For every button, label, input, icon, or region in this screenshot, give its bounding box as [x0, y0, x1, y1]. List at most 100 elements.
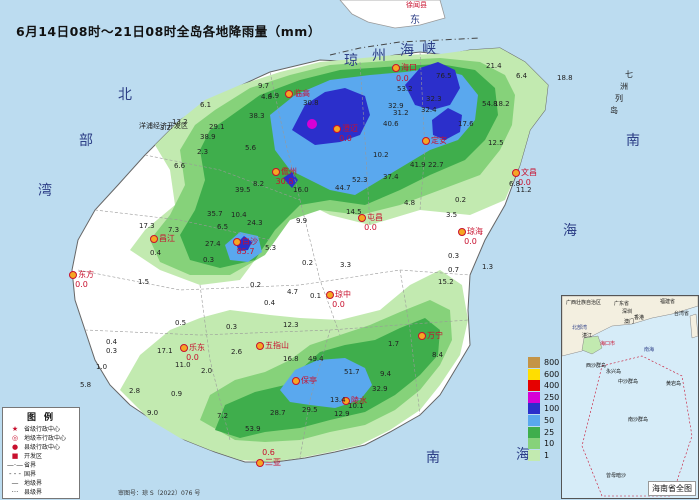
sea-label-hai2: 海: [563, 223, 577, 239]
station-value: 1.3: [482, 263, 494, 271]
legend-swatch-10: [528, 438, 540, 450]
inset-label: 深圳: [622, 309, 633, 315]
station-value: 53.9: [245, 425, 261, 433]
inset-mainland: [562, 296, 698, 357]
inset-label: 西沙群岛: [586, 363, 607, 369]
station-value: 7.3: [168, 226, 180, 234]
station-value: 0.5: [175, 319, 187, 327]
station-value: 6.5: [217, 223, 229, 231]
city-ledong: 乐东 0.0: [180, 342, 205, 362]
legend-swatch-250: [528, 391, 540, 403]
station-value: 14.5: [346, 208, 362, 216]
station-value: 13.2: [172, 118, 188, 126]
sea-label-hai: 海: [400, 43, 414, 59]
legend-item: 250: [528, 391, 559, 404]
double-circle-icon: ◎: [11, 434, 19, 442]
city-haikou: 海口: [392, 62, 417, 73]
key-row-dev-zone: ■ 开发区: [6, 451, 42, 460]
station-value: 0.2: [250, 281, 262, 289]
square-icon: ■: [11, 452, 19, 460]
station-value: 5.8: [80, 381, 92, 389]
inset-label: 广西壮族自治区: [566, 300, 602, 306]
city-wuzhishan: 五指山: [256, 340, 289, 351]
station-value: 10.1: [348, 402, 364, 410]
station-value: 44.7: [335, 184, 351, 192]
sea-label-nan1: 南: [626, 133, 640, 149]
station-value: 10.2: [373, 151, 389, 159]
station-value: 18.2: [494, 100, 510, 108]
label-qizhou-2: 洲: [620, 82, 628, 91]
station-value: 17.1: [157, 347, 173, 355]
rain-area-100-c: [432, 108, 462, 140]
station-value: 5.6: [245, 144, 257, 152]
city-lingao: 临高: [285, 88, 310, 99]
station-value: 37.4: [383, 173, 399, 181]
station-value: 29.5: [302, 406, 318, 414]
station-value: 0.2: [302, 259, 314, 267]
station-value: 22.7: [428, 161, 444, 169]
inset-map: 广西壮族自治区 广东省 福建省 台湾省 北部湾 湛江 海口市 深圳 香港 澳门 …: [561, 295, 699, 499]
inset-hainan: [581, 335, 603, 355]
sea-label-zhou: 州: [372, 48, 386, 64]
station-value: 32.9: [388, 102, 404, 110]
county-borders: [77, 51, 471, 459]
city-tunchang: 屯昌 0.0: [358, 212, 383, 232]
rain-area-100-a: [292, 88, 370, 145]
station-value: 54.8: [482, 100, 498, 108]
legend-swatch-800: [528, 357, 540, 368]
station-value: 1.7: [388, 340, 400, 348]
station-value: 0.9: [171, 390, 183, 398]
station-value: 49.4: [308, 355, 324, 363]
station-value: 0.4: [150, 249, 162, 257]
station-value: 0.3: [203, 256, 215, 264]
label-xuwen: 徐闻县: [406, 1, 427, 9]
legend-swatch-1: [528, 449, 540, 461]
station-value: 9.0: [147, 409, 159, 417]
station-value: 3.3: [340, 261, 352, 269]
inset-taiwan: [689, 313, 698, 339]
station-value: 0.4: [264, 299, 276, 307]
station-value: 38.3: [249, 112, 265, 120]
label-yangpu: 洋浦经济开发区: [139, 122, 188, 130]
station-value: 76.5: [436, 72, 452, 80]
legend-item: 50: [528, 414, 554, 427]
inset-label: 永兴岛: [606, 369, 622, 375]
key-title: 图例: [27, 413, 62, 423]
station-value: 9.4: [380, 370, 392, 378]
station-value: 5.3: [265, 244, 277, 252]
station-value: 12.5: [488, 139, 504, 147]
station-value: 11.0: [175, 361, 191, 369]
key-row-national-border: - - - 国界: [6, 469, 36, 478]
sea-label-nan2: 南: [426, 450, 440, 466]
city-wanning: 万宁: [418, 330, 443, 341]
city-qiongzhong: 琼中 0.0: [326, 289, 351, 309]
station-value: 11.2: [516, 186, 532, 194]
city-dingan: 定安: [422, 135, 447, 146]
station-value: 4.9: [268, 92, 280, 100]
legend-swatch-25: [528, 426, 540, 438]
station-value: 27.4: [205, 240, 221, 248]
inset-label: 海口市: [600, 341, 616, 347]
station-value: 6.6: [174, 162, 186, 170]
rain-area-50-s: [280, 358, 372, 408]
sea-label-bei: 北: [118, 87, 132, 103]
map-key: 图例 ★ 省级行政中心 ◎ 地级市行政中心 ● 县级行政中心 ■ 开发区 —·—省界 -…: [2, 407, 80, 499]
station-value: 0.3: [106, 347, 118, 355]
review-number: 审图号：琼 S（2022）076 号: [118, 490, 201, 497]
label-qizhou-3: 列: [615, 94, 623, 103]
key-row-county-border: ··· 县级界: [6, 487, 42, 496]
station-value: 3.2: [160, 124, 172, 132]
legend-item: 25: [528, 426, 554, 439]
inset-map-graphic: [562, 296, 698, 497]
label-qizhou-1: 七: [625, 70, 633, 79]
station-value: 32.9: [372, 385, 388, 393]
legend-swatch-600: [528, 368, 540, 380]
legend-item: 10: [528, 438, 554, 450]
city-dongfang: 东方 0.0: [69, 269, 94, 289]
dash-dot-line-icon: —·—: [6, 461, 24, 469]
inset-label: 湛江: [582, 333, 593, 339]
rain-area-100-d: [236, 236, 252, 251]
leizhou-peninsula: [339, 0, 446, 29]
station-value: 28.7: [270, 409, 286, 417]
